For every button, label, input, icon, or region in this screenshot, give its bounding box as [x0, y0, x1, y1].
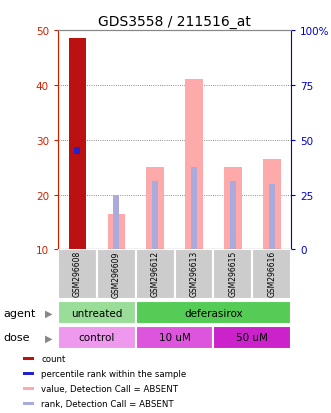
Text: deferasirox: deferasirox — [184, 308, 243, 318]
Text: GSM296609: GSM296609 — [112, 251, 121, 297]
Bar — [191, 168, 197, 250]
Bar — [213, 250, 252, 299]
Bar — [23, 387, 34, 390]
Bar — [136, 326, 213, 349]
Text: value, Detection Call = ABSENT: value, Detection Call = ABSENT — [41, 384, 178, 393]
Text: GSM296615: GSM296615 — [228, 251, 237, 297]
Text: GSM296613: GSM296613 — [190, 251, 199, 297]
Bar — [97, 250, 136, 299]
Bar — [146, 168, 164, 250]
Bar — [136, 301, 291, 324]
Bar — [136, 250, 175, 299]
Bar — [263, 159, 281, 250]
Text: untreated: untreated — [71, 308, 122, 318]
Title: GDS3558 / 211516_at: GDS3558 / 211516_at — [98, 14, 251, 28]
Bar — [269, 184, 275, 250]
Bar — [224, 168, 242, 250]
Bar — [23, 402, 34, 405]
Text: 50 uM: 50 uM — [236, 332, 268, 343]
Text: GSM296608: GSM296608 — [73, 251, 82, 297]
Bar — [58, 250, 97, 299]
Bar — [175, 250, 213, 299]
Bar — [152, 181, 158, 250]
Text: ▶: ▶ — [45, 332, 52, 343]
Bar — [23, 357, 34, 360]
Bar — [69, 39, 86, 250]
Bar — [185, 80, 203, 250]
Bar — [113, 195, 119, 250]
Bar — [58, 326, 136, 349]
Text: percentile rank within the sample: percentile rank within the sample — [41, 369, 186, 378]
Text: rank, Detection Call = ABSENT: rank, Detection Call = ABSENT — [41, 399, 174, 408]
Text: GSM296612: GSM296612 — [151, 251, 160, 297]
Text: count: count — [41, 354, 66, 363]
Bar — [58, 301, 136, 324]
Bar — [74, 148, 80, 154]
Text: dose: dose — [3, 332, 30, 343]
Bar — [213, 326, 291, 349]
Bar — [230, 181, 236, 250]
Bar — [252, 250, 291, 299]
Text: agent: agent — [3, 308, 36, 318]
Bar — [23, 372, 34, 375]
Text: control: control — [79, 332, 115, 343]
Text: GSM296616: GSM296616 — [267, 251, 276, 297]
Text: 10 uM: 10 uM — [159, 332, 191, 343]
Text: ▶: ▶ — [45, 308, 52, 318]
Bar — [108, 214, 125, 250]
